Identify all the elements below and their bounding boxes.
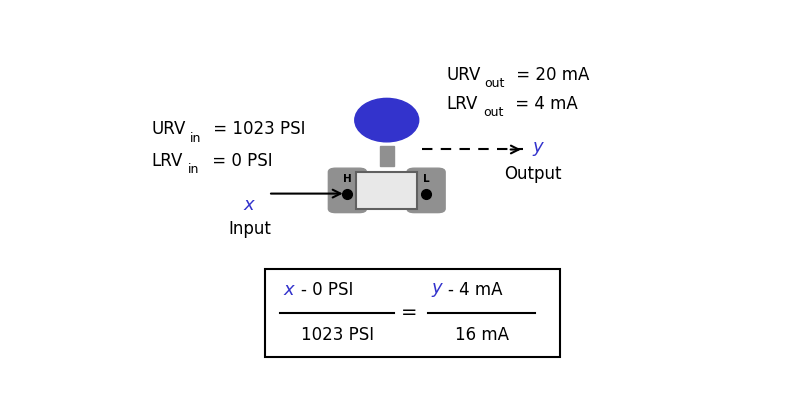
Text: out: out xyxy=(485,77,505,90)
Text: =: = xyxy=(401,303,418,322)
Text: in: in xyxy=(188,164,200,176)
Text: Output: Output xyxy=(504,166,561,183)
Text: $x$: $x$ xyxy=(243,196,256,214)
Text: = 0 PSI: = 0 PSI xyxy=(207,152,272,171)
Text: LRV: LRV xyxy=(151,152,182,171)
Text: = 4 mA: = 4 mA xyxy=(510,95,577,113)
Text: URV: URV xyxy=(151,120,186,139)
FancyBboxPatch shape xyxy=(328,168,366,212)
Text: URV: URV xyxy=(446,66,481,84)
Text: in: in xyxy=(190,132,201,144)
Text: Input: Input xyxy=(228,220,271,238)
Text: 1023 PSI: 1023 PSI xyxy=(301,326,374,344)
Text: - 0 PSI: - 0 PSI xyxy=(301,281,353,299)
Text: H: H xyxy=(343,174,352,184)
Text: = 20 mA: = 20 mA xyxy=(511,66,589,84)
Bar xyxy=(356,172,417,209)
Text: L: L xyxy=(423,174,429,184)
Text: out: out xyxy=(483,106,504,119)
Text: $y$: $y$ xyxy=(532,141,546,159)
Text: = 1023 PSI: = 1023 PSI xyxy=(208,120,305,139)
Ellipse shape xyxy=(354,98,419,142)
Text: - 4 mA: - 4 mA xyxy=(448,281,503,299)
Text: LRV: LRV xyxy=(446,95,477,113)
Text: $y$: $y$ xyxy=(431,281,444,299)
Text: 16 mA: 16 mA xyxy=(454,326,508,344)
Bar xyxy=(380,146,393,166)
FancyBboxPatch shape xyxy=(407,168,445,212)
Text: $x$: $x$ xyxy=(284,281,297,299)
Bar xyxy=(265,269,560,356)
